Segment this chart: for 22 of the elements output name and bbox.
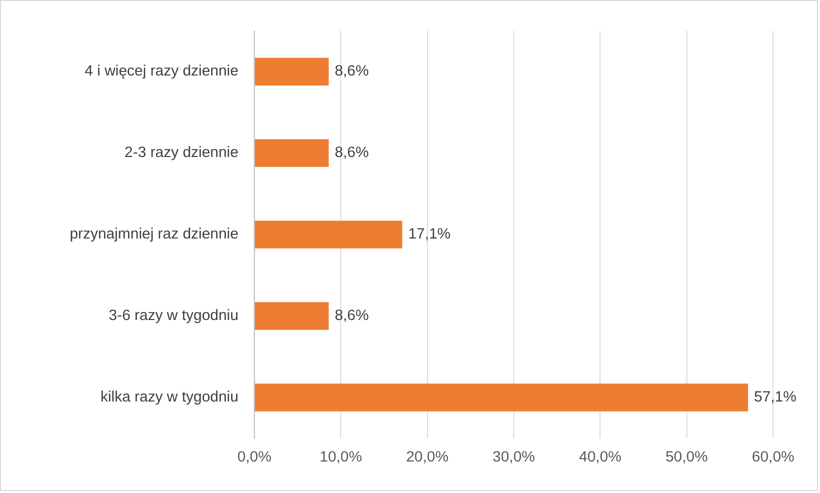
data-label: 8,6% <box>334 144 369 162</box>
y-tick-label: 3-6 razy w tygodniu <box>108 307 238 324</box>
bar <box>254 384 748 412</box>
x-tick-label: 20,0% <box>406 448 448 466</box>
data-label: 17,1% <box>408 226 451 243</box>
y-tick-label: przynajmniej raz dziennie <box>70 226 238 243</box>
data-label: 57,1% <box>754 388 796 406</box>
data-label: 8,6% <box>334 62 369 80</box>
bar <box>254 58 329 86</box>
y-tick-label: kilka razy w tygodniu <box>100 388 238 406</box>
y-tick-label: 2-3 razy dziennie <box>124 144 238 162</box>
y-tick-label: 4 i więcej razy dziennie <box>84 62 238 80</box>
data-label: 8,6% <box>334 307 369 324</box>
bar <box>254 220 402 248</box>
bar <box>254 139 329 167</box>
x-tick-label: 50,0% <box>665 448 708 466</box>
x-tick-label: 40,0% <box>579 448 622 466</box>
x-tick-label: 60,0% <box>752 448 794 466</box>
x-tick-label: 30,0% <box>492 448 535 466</box>
x-tick-label: 10,0% <box>320 448 362 466</box>
bar <box>254 302 329 330</box>
x-tick-label: 0,0% <box>237 448 272 466</box>
